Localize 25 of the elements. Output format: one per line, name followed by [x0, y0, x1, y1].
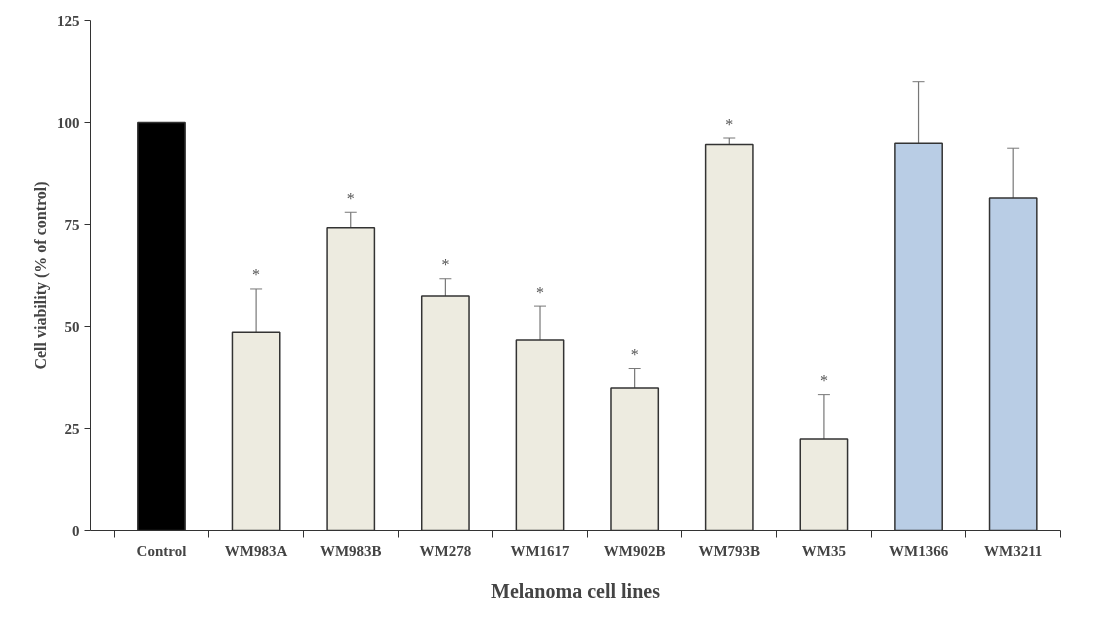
x-tick-label: WM3211 — [984, 542, 1043, 559]
x-tick-label: WM1366 — [888, 542, 949, 559]
y-tick-label: 0 — [72, 522, 80, 539]
x-tick-label: Control — [136, 542, 187, 559]
x-tick-label: WM902B — [603, 542, 666, 559]
x-tick-label: WM793B — [698, 542, 761, 559]
y-tick-label: 100 — [57, 114, 80, 131]
x-tick-label: WM983B — [319, 542, 382, 559]
y-tick-label: 50 — [64, 318, 80, 335]
annotation: * — [725, 115, 734, 133]
annotation: * — [536, 283, 545, 301]
annotation: * — [630, 346, 639, 364]
annotation: * — [441, 256, 450, 274]
annotation: * — [819, 372, 828, 390]
x-tick-label: WM35 — [801, 542, 847, 559]
annotation: * — [346, 189, 355, 207]
y-tick-label: 125 — [57, 12, 80, 29]
y-axis-title: Cell viability (% of control) — [32, 181, 50, 370]
x-tick-label: WM1617 — [510, 542, 571, 559]
y-tick-label: 75 — [64, 216, 80, 233]
x-axis-title: Melanoma cell lines — [491, 579, 661, 602]
annotation: * — [252, 266, 261, 284]
x-tick-label: WM278 — [419, 542, 472, 559]
y-tick-label: 25 — [64, 420, 80, 437]
x-tick-label: WM983A — [224, 542, 288, 559]
